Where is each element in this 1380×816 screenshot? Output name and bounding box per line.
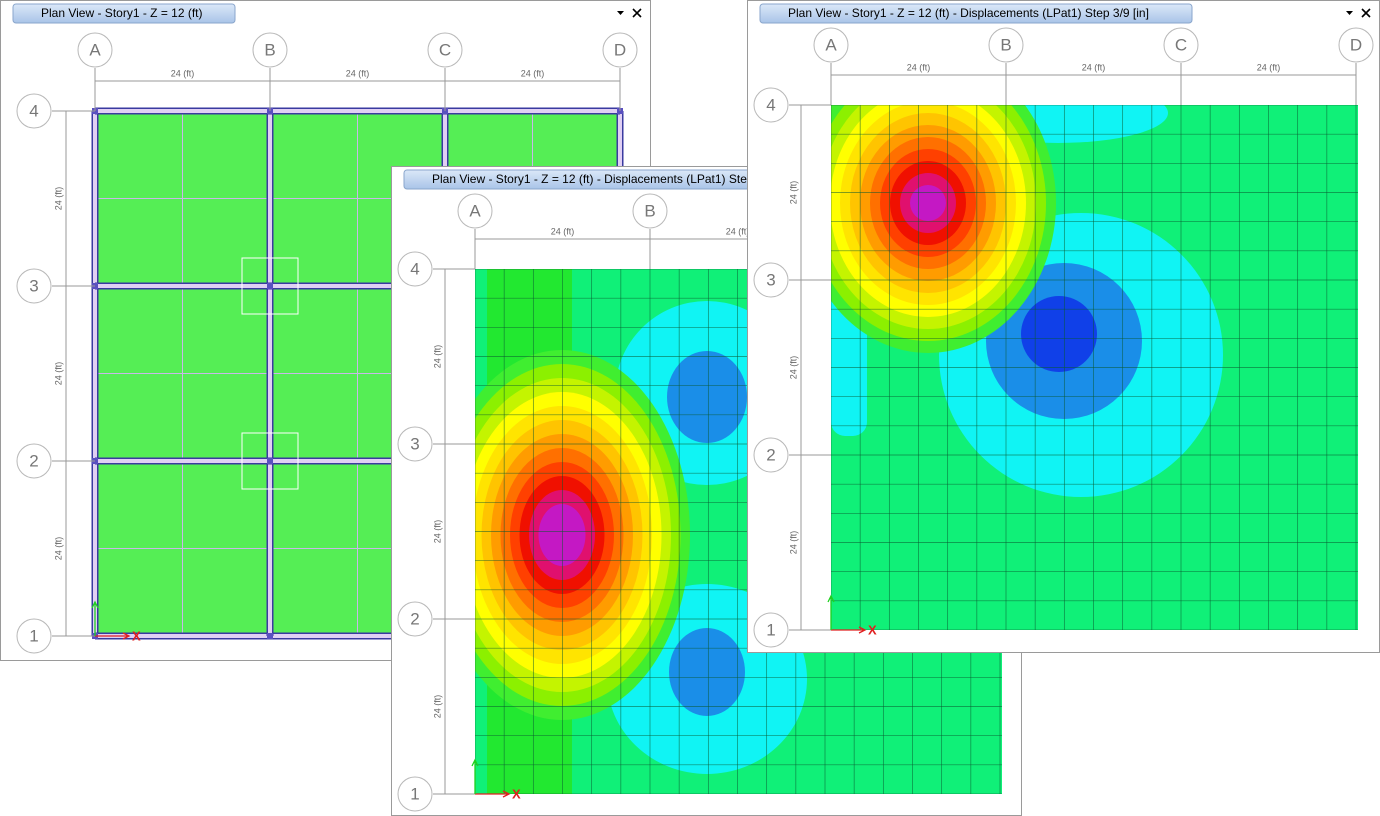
grid-bubble <box>988 27 1024 63</box>
axis-label: X <box>868 622 877 637</box>
grid-bubble <box>753 87 789 123</box>
grid-bubble <box>753 437 789 473</box>
grid-bubble <box>1163 27 1199 63</box>
x-dimension-label: 24 (ft) <box>1082 62 1106 72</box>
title-tab[interactable] <box>12 3 236 24</box>
x-dimension-label: 24 (ft) <box>521 68 545 78</box>
title-tab[interactable] <box>759 3 1193 24</box>
grid-bubble <box>753 262 789 298</box>
axis-x-arrow <box>95 632 131 640</box>
x-dimension-label: 24 (ft) <box>551 226 575 236</box>
grid-row-label: 3 <box>410 434 419 453</box>
grid-column-label: B <box>1000 35 1011 54</box>
y-dimension-label: 24 (ft) <box>788 531 798 555</box>
axis-x-arrow <box>831 626 867 634</box>
drop-panel <box>241 257 299 315</box>
dropdown-icon[interactable] <box>617 11 624 15</box>
grid-row-label: 4 <box>410 259 419 278</box>
contour-band <box>538 504 586 566</box>
grid-bubble <box>753 612 789 648</box>
grid-bubble <box>427 32 463 68</box>
x-dimension-label: 24 (ft) <box>907 62 931 72</box>
grid-row-label: 2 <box>766 445 775 464</box>
window-title: Plan View - Story1 - Z = 12 (ft) <box>41 6 203 20</box>
grid-bubble <box>397 426 433 462</box>
window-title: Plan View - Story1 - Z = 12 (ft) - Displ… <box>788 6 1149 20</box>
contour-band <box>1021 296 1097 372</box>
contour-plot <box>831 105 1358 630</box>
y-dimension-label: 24 (ft) <box>53 362 63 386</box>
grid-bubble <box>397 776 433 812</box>
x-dimension-label: 24 (ft) <box>726 226 750 236</box>
y-dimension-label: 24 (ft) <box>53 187 63 211</box>
grid-row-label: 1 <box>766 620 775 639</box>
column <box>267 458 273 464</box>
contour-band <box>669 628 745 716</box>
close-icon[interactable] <box>632 8 642 18</box>
grid-column-label: A <box>89 40 101 59</box>
x-dimension-label: 24 (ft) <box>1257 62 1281 72</box>
displacement-window[interactable]: Plan View - Story1 - Z = 12 (ft) - Displ… <box>747 0 1380 653</box>
grid-column-label: D <box>1350 35 1362 54</box>
y-dimension-label: 24 (ft) <box>53 537 63 561</box>
grid-row-label: 2 <box>29 451 38 470</box>
grid-bubble <box>397 251 433 287</box>
grid-bubble <box>16 443 52 479</box>
grid-bubble <box>602 32 638 68</box>
y-dimension-label: 24 (ft) <box>788 356 798 380</box>
grid-bubble <box>457 193 493 229</box>
grid-bubble <box>16 93 52 129</box>
grid-bubble <box>1338 27 1374 63</box>
axis-label: X <box>132 628 141 643</box>
grid-bubble <box>16 618 52 654</box>
grid-column-label: A <box>825 35 837 54</box>
y-dimension-label: 24 (ft) <box>432 695 442 719</box>
grid-bubble <box>77 32 113 68</box>
grid-bubble <box>632 193 668 229</box>
contour-band <box>667 351 747 443</box>
grid-row-label: 1 <box>29 626 38 645</box>
grid-row-label: 2 <box>410 609 419 628</box>
window-canvas: Plan View - Story1 - Z = 12 (ft) - Displ… <box>753 3 1374 648</box>
x-dimension-label: 24 (ft) <box>346 68 370 78</box>
grid-column-label: B <box>264 40 275 59</box>
grid-column-label: B <box>644 201 655 220</box>
column <box>267 633 273 639</box>
column <box>267 283 273 289</box>
x-dimension-label: 24 (ft) <box>171 68 195 78</box>
grid-row-label: 4 <box>766 95 775 114</box>
axis-y-arrow <box>91 600 99 636</box>
drop-panel <box>241 432 299 490</box>
y-dimension-label: 24 (ft) <box>788 181 798 205</box>
y-dimension-label: 24 (ft) <box>432 345 442 369</box>
grid-column-label: C <box>1175 35 1187 54</box>
grid-row-label: 4 <box>29 101 38 120</box>
y-dimension-label: 24 (ft) <box>432 520 442 544</box>
dropdown-icon[interactable] <box>1346 11 1353 15</box>
grid-row-label: 3 <box>29 276 38 295</box>
grid-row-label: 3 <box>766 270 775 289</box>
axis-y-arrow <box>471 758 479 794</box>
grid-row-label: 1 <box>410 784 419 803</box>
grid-column-label: A <box>469 201 481 220</box>
grid-column-label: C <box>439 40 451 59</box>
grid-bubble <box>813 27 849 63</box>
axis-x-arrow <box>475 790 511 798</box>
window-title: Plan View - Story1 - Z = 12 (ft) - Displ… <box>432 172 747 186</box>
contour-band <box>910 185 946 221</box>
grid-bubble <box>252 32 288 68</box>
axis-y-arrow <box>827 594 835 630</box>
grid-bubble <box>16 268 52 304</box>
axis-label: X <box>512 786 521 801</box>
grid-column-label: D <box>614 40 626 59</box>
close-icon[interactable] <box>1361 8 1371 18</box>
grid-bubble <box>397 601 433 637</box>
